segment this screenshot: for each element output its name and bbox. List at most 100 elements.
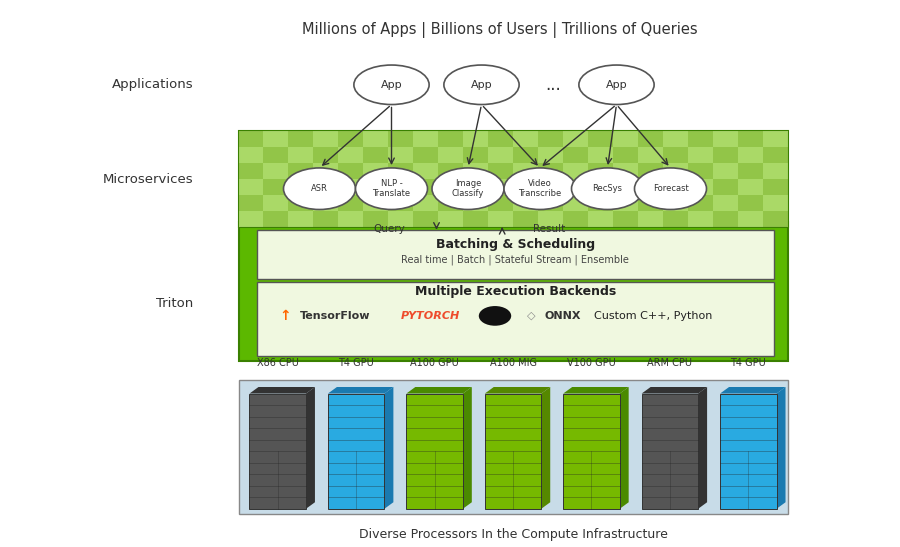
Text: PYTORCH: PYTORCH [400, 311, 460, 321]
Bar [720, 394, 777, 509]
Bar [406, 394, 463, 509]
Bar [388, 195, 413, 211]
Text: Image
Classify: Image Classify [452, 179, 484, 199]
Bar [538, 163, 562, 179]
Bar [662, 211, 688, 227]
Bar [288, 195, 313, 211]
Bar [288, 131, 313, 147]
Bar [313, 195, 338, 211]
Bar [662, 163, 688, 179]
Bar [513, 195, 538, 211]
Polygon shape [563, 387, 629, 394]
Bar [488, 131, 513, 147]
Bar [288, 163, 313, 179]
Bar [762, 179, 788, 195]
Polygon shape [720, 387, 786, 394]
Text: NLP -
Translate: NLP - Translate [373, 179, 410, 199]
Bar [256, 282, 774, 356]
Bar [762, 163, 788, 179]
Bar [264, 147, 288, 163]
Bar [388, 211, 413, 227]
Bar [488, 163, 513, 179]
Bar [562, 163, 588, 179]
Bar [313, 131, 338, 147]
Polygon shape [328, 387, 393, 394]
Bar [513, 211, 538, 227]
Bar [613, 131, 638, 147]
Bar [238, 163, 264, 179]
Bar [364, 131, 388, 147]
Polygon shape [463, 387, 472, 509]
Bar [488, 211, 513, 227]
Text: ARM CPU: ARM CPU [647, 358, 692, 368]
Bar [264, 131, 288, 147]
Bar [662, 195, 688, 211]
Bar [238, 179, 264, 195]
Bar [364, 179, 388, 195]
Bar [238, 195, 264, 211]
Bar [464, 131, 488, 147]
Bar [364, 163, 388, 179]
Bar [364, 195, 388, 211]
Bar [562, 211, 588, 227]
Text: Millions of Apps | Billions of Users | Trillions of Queries: Millions of Apps | Billions of Users | T… [302, 22, 698, 38]
Text: ◇: ◇ [526, 311, 535, 321]
Ellipse shape [634, 168, 706, 210]
Bar [288, 147, 313, 163]
Bar [313, 179, 338, 195]
Bar [538, 211, 562, 227]
Bar [563, 394, 620, 509]
Bar [464, 147, 488, 163]
Bar [642, 394, 698, 509]
Bar [388, 179, 413, 195]
Bar [264, 163, 288, 179]
Bar [662, 179, 688, 195]
Bar [238, 211, 264, 227]
Bar [438, 131, 464, 147]
Text: Triton: Triton [157, 297, 194, 310]
Bar [464, 163, 488, 179]
Text: App: App [606, 80, 627, 90]
Text: Multiple Execution Backends: Multiple Execution Backends [415, 285, 616, 298]
Bar [438, 195, 464, 211]
Bar [688, 179, 713, 195]
Ellipse shape [579, 65, 654, 104]
Bar [588, 211, 613, 227]
Ellipse shape [356, 168, 427, 210]
Bar [613, 163, 638, 179]
Bar [238, 222, 788, 361]
Bar [238, 131, 788, 227]
Text: ↑: ↑ [279, 309, 291, 323]
Bar [238, 131, 264, 147]
Bar [413, 195, 438, 211]
Text: App: App [471, 80, 492, 90]
Text: Result: Result [533, 224, 565, 234]
Bar [762, 131, 788, 147]
Bar [438, 163, 464, 179]
Text: TensorFlow: TensorFlow [300, 311, 370, 321]
Bar [588, 179, 613, 195]
Bar [488, 147, 513, 163]
Bar [388, 147, 413, 163]
Bar [388, 163, 413, 179]
Bar [413, 147, 438, 163]
Bar [538, 179, 562, 195]
Bar [338, 195, 364, 211]
Text: V100 GPU: V100 GPU [567, 358, 616, 368]
Bar [364, 147, 388, 163]
Bar [464, 179, 488, 195]
Ellipse shape [354, 65, 429, 104]
Bar [688, 163, 713, 179]
Ellipse shape [444, 65, 519, 104]
Polygon shape [485, 387, 550, 394]
Bar [338, 131, 364, 147]
Bar [638, 131, 662, 147]
Bar [413, 211, 438, 227]
Circle shape [479, 306, 511, 326]
Bar [738, 163, 762, 179]
Bar [413, 163, 438, 179]
Polygon shape [698, 387, 707, 509]
Bar [485, 394, 541, 509]
Bar [762, 211, 788, 227]
Bar [713, 179, 738, 195]
